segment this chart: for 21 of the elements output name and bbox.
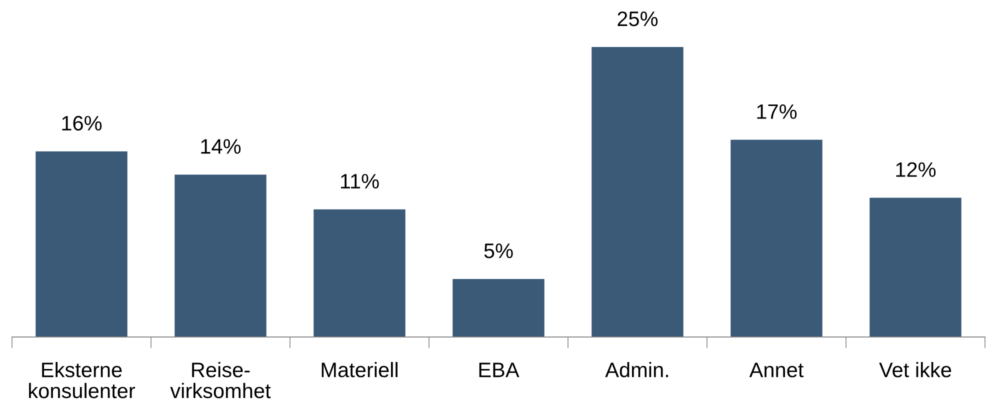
- data-label: 12%: [896, 162, 936, 177]
- x-tick-label: Vet ikke: [879, 362, 952, 378]
- x-tick-label: Eksterne konsulenter: [29, 362, 136, 398]
- x-tick-label: EBA: [479, 362, 520, 378]
- data-label: 11%: [341, 174, 379, 189]
- x-tick-label: Annet: [749, 362, 804, 378]
- bar: [592, 46, 684, 337]
- data-label: 16%: [62, 116, 102, 131]
- x-tick-label: Materiell: [322, 362, 398, 378]
- data-label: 17%: [757, 104, 797, 119]
- bar: [452, 278, 544, 337]
- data-label: 14%: [201, 139, 241, 154]
- x-tick-label: Reise- virksomhet: [170, 362, 271, 398]
- bar: [314, 209, 406, 337]
- x-tick-label: Admin.: [605, 362, 668, 378]
- bar: [870, 198, 962, 337]
- bar: [36, 151, 128, 337]
- data-label: 25%: [618, 11, 658, 26]
- bar: [174, 174, 266, 337]
- bar: [730, 140, 822, 337]
- data-label: 5%: [484, 244, 513, 258]
